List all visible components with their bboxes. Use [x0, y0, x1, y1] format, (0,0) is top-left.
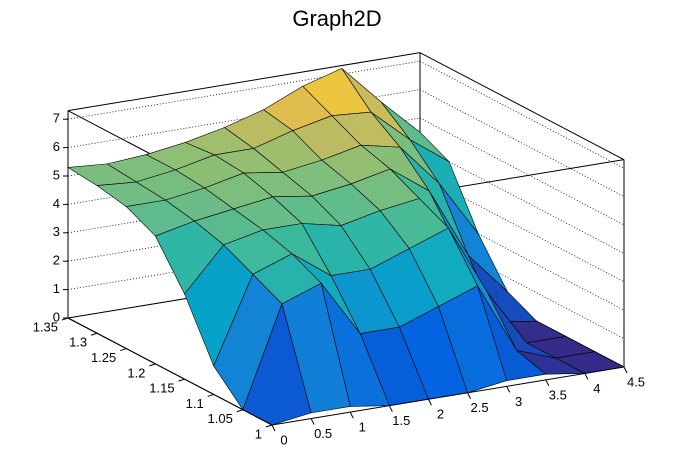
y-tick — [120, 348, 127, 352]
chart-title: Graph2D — [292, 6, 381, 31]
x-tick — [623, 366, 628, 374]
x-tick-label: 2 — [437, 407, 444, 422]
y-tick-label: 1.35 — [33, 319, 58, 334]
grid-line — [67, 60, 421, 120]
z-tick-label: 6 — [53, 139, 60, 154]
x-tick — [310, 418, 315, 425]
y-tick-label: 1.3 — [69, 335, 87, 350]
z-tick-label: 5 — [53, 167, 60, 182]
y-tick — [61, 317, 69, 321]
x-tick-label: 4.5 — [627, 374, 645, 389]
x-tick-label: 0 — [280, 432, 287, 447]
x-tick — [388, 405, 393, 412]
y-tick-label: 1.05 — [208, 411, 233, 426]
z-tick-label: 2 — [53, 253, 60, 268]
y-tick — [236, 409, 244, 413]
y-tick-label: 1 — [255, 426, 262, 441]
x-tick — [349, 411, 354, 419]
y-tick — [178, 378, 185, 382]
z-tick-label: 4 — [53, 196, 60, 211]
y-tick-label: 1.15 — [149, 381, 174, 396]
y-tick — [207, 393, 214, 397]
x-axis — [271, 366, 625, 426]
x-tick-label: 0.5 — [314, 426, 332, 441]
y-tick — [90, 332, 98, 336]
x-tick-label: 1.5 — [392, 413, 410, 428]
z-tick-label: 3 — [53, 224, 60, 239]
x-tick-label: 3 — [515, 394, 522, 409]
box-edge — [419, 52, 625, 161]
x-tick-label: 4 — [593, 381, 600, 396]
y-tick-label: 1.1 — [186, 396, 204, 411]
y-tick — [149, 363, 156, 367]
x-tick — [545, 379, 550, 387]
box-edge — [67, 52, 421, 112]
x-tick-label: 1 — [359, 420, 366, 435]
x-tick-label: 2.5 — [471, 400, 489, 415]
y-tick-label: 1.2 — [127, 365, 145, 380]
x-tick — [271, 424, 276, 432]
y-axis — [67, 317, 273, 426]
x-tick-label: 3.5 — [549, 387, 567, 402]
x-tick — [506, 386, 511, 393]
z-tick-label: 0 — [53, 309, 60, 324]
y-tick-label: 1.25 — [91, 350, 116, 365]
y-tick — [265, 424, 273, 428]
x-tick — [584, 373, 589, 380]
z-tick-label: 7 — [53, 111, 60, 126]
x-tick — [467, 392, 472, 400]
x-tick — [427, 398, 432, 406]
z-tick-label: 1 — [53, 281, 60, 296]
